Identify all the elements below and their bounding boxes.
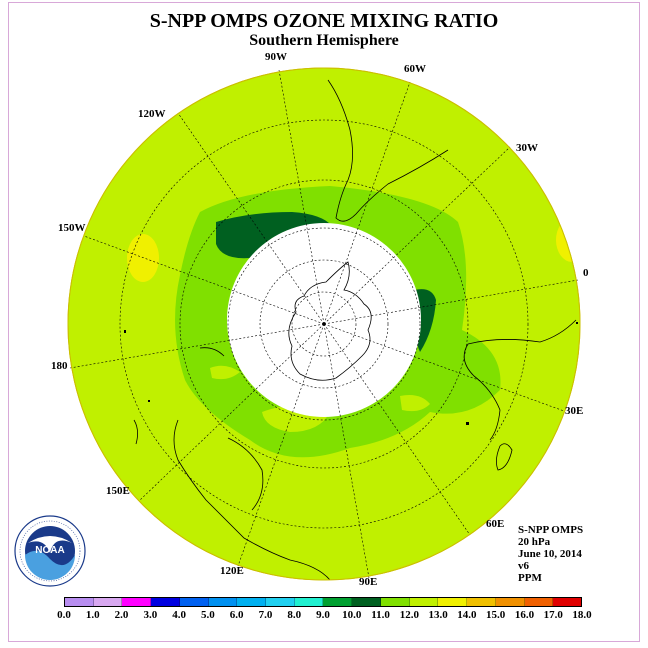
noaa-logo-text: NOAA [35, 545, 64, 556]
color-scale-tick-label: 16.0 [514, 609, 535, 621]
ozone-max-patch-west [216, 212, 332, 259]
color-scale-segment [380, 598, 410, 606]
color-scale-tick-label: 18.0 [572, 609, 592, 621]
color-scale-tick-label: 2.0 [114, 609, 129, 621]
lon-label-60w: 60W [404, 63, 426, 75]
color-scale-tick-label: 12.0 [399, 609, 419, 621]
south-pole-marker [322, 322, 326, 326]
color-scale-segment [294, 598, 324, 606]
color-scale-segment [323, 598, 353, 606]
color-scale-tick-label: 0.0 [57, 609, 71, 621]
lon-label-150e: 150E [106, 485, 130, 497]
color-scale-tick-label: 15.0 [486, 609, 506, 621]
color-scale-segment [438, 598, 468, 606]
color-scale-segment [352, 598, 381, 606]
lon-label-60e: 60E [486, 518, 505, 530]
map-frame [8, 2, 640, 642]
ozone-patch-light-b [400, 395, 430, 412]
color-scale-ticks: 0.0 1.0 2.0 3.0 4.0 5.0 6.0 7.0 8.0 9.0 10.0 11.0 12… [0, 609, 648, 623]
color-scale-segment [553, 598, 581, 606]
polar-night-mask [227, 223, 421, 417]
info-version: v6 [518, 560, 529, 572]
color-scale-segment [237, 598, 267, 606]
info-units: PPM [518, 572, 542, 584]
map-boundary [67, 67, 581, 581]
color-scale-segment [122, 598, 152, 606]
ozone-high-spot-west [127, 234, 159, 282]
ozone-patch-light-c [210, 365, 240, 380]
color-scale-tick-label: 10.0 [342, 609, 362, 621]
color-scale-tick-label: 8.0 [287, 609, 302, 621]
color-scale-tick-label: 3.0 [143, 609, 158, 621]
color-scale-segment [93, 598, 123, 606]
color-scale-tick-label: 14.0 [457, 609, 477, 621]
color-scale-segment [151, 598, 180, 606]
color-scale-tick-label: 13.0 [428, 609, 448, 621]
lon-label-30w: 30W [516, 142, 538, 154]
graticule [69, 69, 579, 579]
lon-label-120e: 120E [220, 565, 244, 577]
ozone-high-spot-east [556, 218, 580, 262]
color-scale-tick-label: 9.0 [316, 609, 330, 621]
color-scale-tick-label: 11.0 [371, 609, 390, 621]
color-scale-segment [524, 598, 554, 606]
map-title: S-NPP OMPS OZONE MIXING RATIO [149, 10, 499, 32]
color-scale-segment [65, 598, 94, 606]
color-scale-segment [266, 598, 295, 606]
color-scale-tick-label: 1.0 [85, 609, 100, 621]
color-scale-tick-label: 5.0 [201, 609, 215, 621]
color-scale-segment [208, 598, 238, 606]
lon-label-90w: 90W [265, 51, 287, 63]
lon-label-90e: 90E [359, 576, 378, 588]
noaa-logo: NOAA [14, 515, 86, 587]
color-scale-tick-label: 4.0 [172, 609, 186, 621]
lon-label-120w: 120W [138, 108, 166, 120]
lon-label-180: 180 [51, 360, 68, 372]
color-scale-tick-label: 17.0 [543, 609, 563, 621]
antarctica-coast [288, 261, 372, 381]
color-scale-segment [495, 598, 525, 606]
color-scale-segment [467, 598, 496, 606]
color-scale-tick-label: 6.0 [229, 609, 244, 621]
color-scale-tick-label: 7.0 [258, 609, 273, 621]
lon-label-0: 0 [583, 267, 589, 279]
info-pressure: 20 hPa [518, 536, 551, 548]
color-scale-segment [179, 598, 209, 606]
info-date: June 10, 2014 [518, 548, 582, 560]
map-subtitle: Southern Hemisphere [249, 32, 399, 49]
lon-label-30e: 30E [565, 405, 584, 417]
color-scale-segment [409, 598, 439, 606]
info-instrument: S-NPP OMPS [518, 524, 584, 536]
product-info: S-NPP OMPS 20 hPa June 10, 2014 v6 PPM [518, 524, 583, 584]
color-scale-bar [64, 597, 582, 607]
lon-label-150w: 150W [58, 222, 86, 234]
